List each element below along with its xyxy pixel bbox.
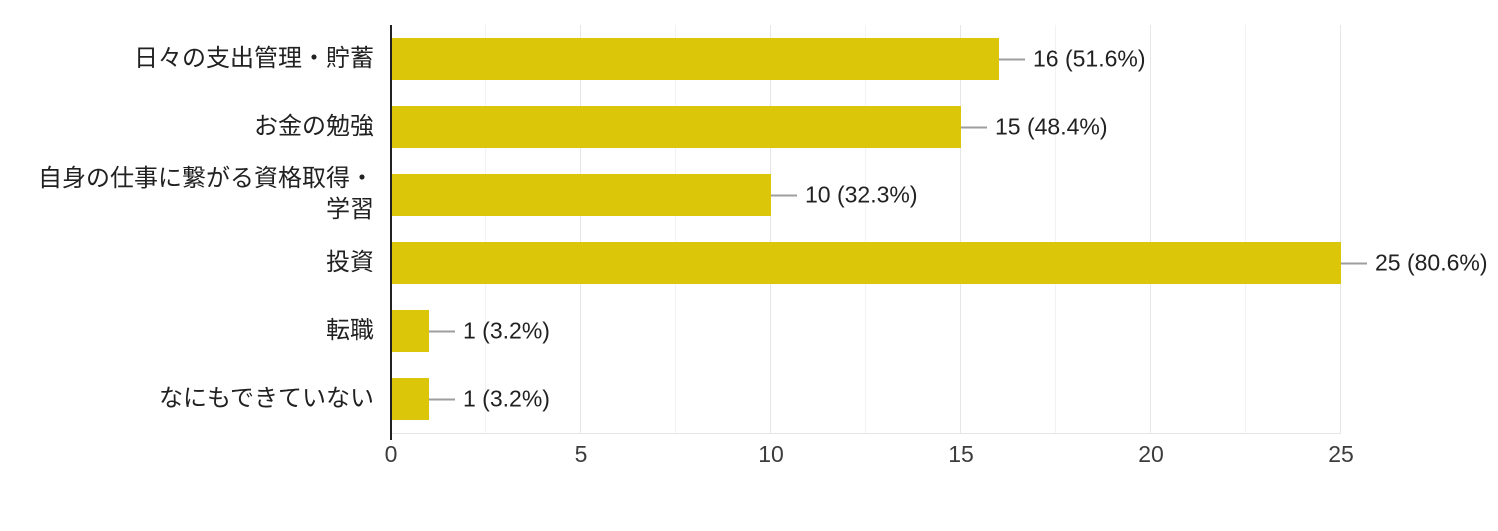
category-label-row: 自身の仕事に繋がる資格取得・ 学習	[0, 161, 383, 229]
connector-line	[1341, 262, 1367, 264]
gridline-minor	[675, 25, 676, 433]
category-labels: 日々の支出管理・貯蓄 お金の勉強 自身の仕事に繋がる資格取得・ 学習 投資 転職…	[0, 25, 383, 433]
bar-row: 1 (3.2%)	[391, 365, 1341, 433]
bar	[391, 38, 999, 80]
category-label: 日々の支出管理・貯蓄	[134, 44, 374, 72]
x-tick-label: 25	[1328, 441, 1354, 467]
connector-line	[771, 194, 797, 196]
x-tick-label: 15	[948, 441, 974, 467]
bar	[391, 378, 429, 420]
bar	[391, 242, 1341, 284]
gridline-minor	[485, 25, 486, 433]
connector-line	[999, 58, 1025, 60]
plot-area: 16 (51.6%) 15 (48.4%) 10 (32.3%) 25 (80.…	[391, 25, 1488, 434]
bar-row: 15 (48.4%)	[391, 93, 1341, 161]
gridline-major	[1340, 25, 1341, 433]
category-label: 転職	[326, 316, 374, 344]
bar-row: 25 (80.6%)	[391, 229, 1488, 297]
bar-value-label: 15 (48.4%)	[995, 113, 1108, 140]
category-label-row: なにもできていない	[0, 365, 383, 433]
gridline-major	[580, 25, 581, 433]
category-label-row: 転職	[0, 297, 383, 365]
gridline-minor	[1055, 25, 1056, 433]
bar-value-label: 25 (80.6%)	[1375, 249, 1488, 276]
category-label: 投資	[326, 248, 374, 276]
bar-value: 15 (48.4%)	[961, 114, 1108, 141]
category-label: 自身の仕事に繋がる資格取得・ 学習	[38, 165, 374, 223]
x-tick-label: 10	[758, 441, 784, 467]
category-label-row: 日々の支出管理・貯蓄	[0, 25, 383, 93]
gridline-major	[1150, 25, 1151, 433]
category-label-row: 投資	[0, 229, 383, 297]
bar-value: 25 (80.6%)	[1341, 250, 1488, 277]
bar-row: 10 (32.3%)	[391, 161, 1341, 229]
connector-line	[961, 126, 987, 128]
bar-value: 10 (32.3%)	[771, 182, 918, 209]
y-axis-line	[390, 25, 392, 440]
bar-value-label: 1 (3.2%)	[463, 317, 550, 344]
bar-row: 1 (3.2%)	[391, 297, 1341, 365]
bar-value-label: 10 (32.3%)	[805, 181, 918, 208]
connector-line	[429, 398, 455, 400]
bar-value: 1 (3.2%)	[429, 386, 550, 413]
gridline-minor	[1245, 25, 1246, 433]
gridline-major	[960, 25, 961, 433]
category-label: お金の勉強	[254, 112, 374, 140]
bar	[391, 106, 961, 148]
bar-value-label: 16 (51.6%)	[1033, 45, 1146, 72]
x-tick-label: 20	[1138, 441, 1164, 467]
connector-line	[429, 330, 455, 332]
x-tick-label: 5	[574, 441, 588, 467]
bar-row: 16 (51.6%)	[391, 25, 1341, 93]
category-label-row: お金の勉強	[0, 93, 383, 161]
bar	[391, 174, 771, 216]
gridline-major	[770, 25, 771, 433]
bar	[391, 310, 429, 352]
bar-value-label: 1 (3.2%)	[463, 385, 550, 412]
category-label: なにもできていない	[158, 384, 374, 412]
bar-value: 16 (51.6%)	[999, 46, 1146, 73]
gridline-minor	[865, 25, 866, 433]
x-axis-ticks: 0 5 10 15 20 25	[385, 441, 1354, 473]
bar-value: 1 (3.2%)	[429, 318, 550, 345]
x-tick-label: 0	[384, 441, 398, 467]
